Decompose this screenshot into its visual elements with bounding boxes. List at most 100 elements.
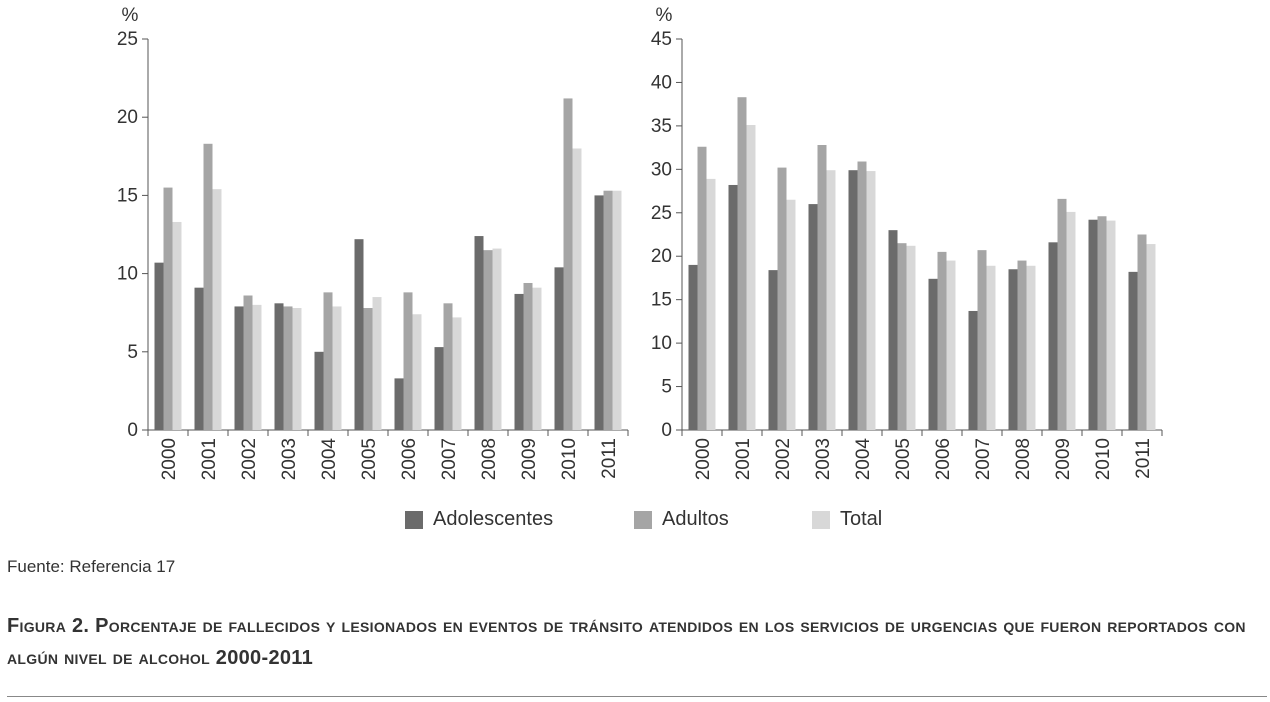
y-tick-label: 20 xyxy=(117,107,138,128)
legend-swatch-total xyxy=(812,510,830,529)
y-tick-label: 20 xyxy=(651,246,672,267)
bar-adolescentes-2002 xyxy=(768,270,778,430)
bar-adolescentes-2004 xyxy=(314,351,324,430)
bar-total-2002 xyxy=(786,199,796,430)
y-tick-label: 10 xyxy=(651,333,672,354)
bar-total-2008 xyxy=(492,248,502,430)
bar-total-2002 xyxy=(252,304,262,430)
y-tick-label: 30 xyxy=(651,159,672,180)
legend-swatch-adultos xyxy=(634,510,652,529)
bar-adultos-2000 xyxy=(697,146,707,430)
bar-total-2006 xyxy=(946,260,956,430)
bar-adolescentes-2009 xyxy=(514,293,524,430)
bar-total-2010 xyxy=(1106,220,1116,430)
bar-adultos-2010 xyxy=(1097,216,1107,430)
bar-adultos-2007 xyxy=(443,303,453,430)
bar-adultos-2007 xyxy=(977,250,987,430)
bar-adultos-2003 xyxy=(817,145,827,430)
figure-caption-label: Figura 2. xyxy=(7,615,90,637)
figure-caption: Figura 2. Porcentaje de fallecidos y les… xyxy=(7,610,1267,674)
bar-adultos-2000 xyxy=(163,187,173,430)
y-tick-label: 35 xyxy=(651,116,672,137)
legend-item-total: Total xyxy=(812,508,882,531)
bar-adolescentes-2011 xyxy=(594,195,604,430)
x-tick-label: 2011 xyxy=(1133,438,1154,479)
bar-adolescentes-2011 xyxy=(1128,271,1138,430)
x-tick-label: 2002 xyxy=(773,438,794,480)
y-tick-label: 45 xyxy=(651,29,672,50)
bar-adolescentes-2008 xyxy=(474,236,484,430)
bar-adolescentes-2001 xyxy=(728,184,738,430)
bar-adultos-2006 xyxy=(403,292,413,430)
bar-adolescentes-2010 xyxy=(554,267,564,430)
legend-item-adolescentes: Adolescentes xyxy=(405,508,634,531)
x-tick-label: 2008 xyxy=(479,438,500,480)
x-tick-label: 2010 xyxy=(1093,438,1114,480)
bar-total-2000 xyxy=(706,178,716,430)
bar-adolescentes-2003 xyxy=(808,204,818,430)
bar-adultos-2011 xyxy=(1137,234,1147,430)
bar-total-2001 xyxy=(746,125,756,431)
bar-adultos-2008 xyxy=(1017,260,1027,430)
bar-total-2007 xyxy=(986,265,996,430)
bar-adolescentes-2001 xyxy=(194,287,204,430)
x-tick-label: 2005 xyxy=(359,438,380,480)
bar-adolescentes-2007 xyxy=(968,310,978,430)
bar-adolescentes-2008 xyxy=(1008,269,1018,430)
bar-adolescentes-2000 xyxy=(154,262,164,430)
x-tick-label: 2009 xyxy=(519,438,540,480)
x-tick-label: 2005 xyxy=(893,438,914,480)
x-tick-label: 2000 xyxy=(693,438,714,480)
bar-adolescentes-2006 xyxy=(928,278,938,430)
x-tick-label: 2008 xyxy=(1013,438,1034,480)
y-axis-unit-label: % xyxy=(656,5,673,26)
x-tick-label: 2001 xyxy=(733,438,754,480)
bar-adultos-2006 xyxy=(937,251,947,430)
bar-total-2011 xyxy=(1146,244,1156,430)
bar-adolescentes-2005 xyxy=(354,239,364,430)
x-tick-label: 2011 xyxy=(599,438,620,479)
y-tick-label: 5 xyxy=(127,342,138,363)
bar-total-2007 xyxy=(452,317,462,430)
bar-adolescentes-2010 xyxy=(1088,219,1098,430)
bar-adultos-2011 xyxy=(603,190,613,430)
x-tick-label: 2010 xyxy=(559,438,580,480)
bar-total-2004 xyxy=(332,306,342,430)
bar-total-2000 xyxy=(172,221,182,430)
x-tick-label: 2007 xyxy=(973,438,994,480)
bar-adultos-2001 xyxy=(203,143,213,430)
y-tick-label: 25 xyxy=(117,29,138,50)
bar-adultos-2002 xyxy=(243,295,253,430)
legend-swatch-adolescentes xyxy=(405,510,423,529)
y-tick-label: 0 xyxy=(661,420,672,441)
x-tick-label: 2001 xyxy=(199,438,220,480)
figure-caption-text: Porcentaje de fallecidos y lesionados en… xyxy=(7,615,1246,669)
bar-adolescentes-2005 xyxy=(888,230,898,430)
bar-adultos-2004 xyxy=(323,292,333,430)
bar-total-2004 xyxy=(866,171,876,430)
bar-adultos-2001 xyxy=(737,97,747,431)
bar-total-2009 xyxy=(1066,211,1076,430)
legend: Adolescentes Adultos Total xyxy=(405,508,882,531)
bar-total-2008 xyxy=(1026,265,1036,430)
bar-total-2005 xyxy=(906,245,916,430)
bar-adultos-2010 xyxy=(563,98,573,430)
bar-adultos-2009 xyxy=(1057,198,1067,430)
legend-label-adolescentes: Adolescentes xyxy=(433,508,554,530)
y-tick-label: 10 xyxy=(117,264,138,285)
y-tick-label: 40 xyxy=(651,72,672,93)
y-tick-label: 0 xyxy=(127,420,138,441)
bar-total-2010 xyxy=(572,148,582,431)
y-tick-label: 5 xyxy=(661,377,672,398)
x-tick-label: 2003 xyxy=(813,438,834,480)
x-tick-label: 2004 xyxy=(853,438,874,481)
bar-total-2001 xyxy=(212,189,222,430)
bar-total-2005 xyxy=(372,297,382,430)
x-tick-label: 2004 xyxy=(319,438,340,481)
y-axis-unit-label: % xyxy=(122,5,139,26)
bar-adultos-2005 xyxy=(363,308,373,430)
legend-item-adultos: Adultos xyxy=(634,508,812,531)
y-tick-label: 15 xyxy=(651,290,672,311)
legend-label-total: Total xyxy=(840,508,883,530)
